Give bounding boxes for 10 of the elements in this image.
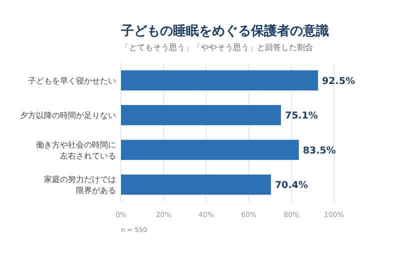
data-label: 70.4% — [274, 180, 308, 192]
chart-title: 子どもの睡眠をめぐる保護者の意識 — [120, 23, 329, 39]
y-tick-label: 子どもを早く寝かせたい — [28, 76, 116, 86]
y-tick-label: 家庭の努力だけでは限界がある — [44, 175, 116, 196]
y-tick-label: 働き方や社会の時間に左右されている — [36, 140, 116, 160]
y-tick-label: 夕方以降の時間が足りない — [20, 111, 116, 120]
data-label: 75.1% — [284, 110, 318, 122]
chart-subtitle: 「とてもそう思う」「ややそう思う」と回答した割合 — [121, 43, 313, 52]
data-label: 83.5% — [302, 145, 336, 156]
data-label: 92.5% — [322, 76, 356, 87]
